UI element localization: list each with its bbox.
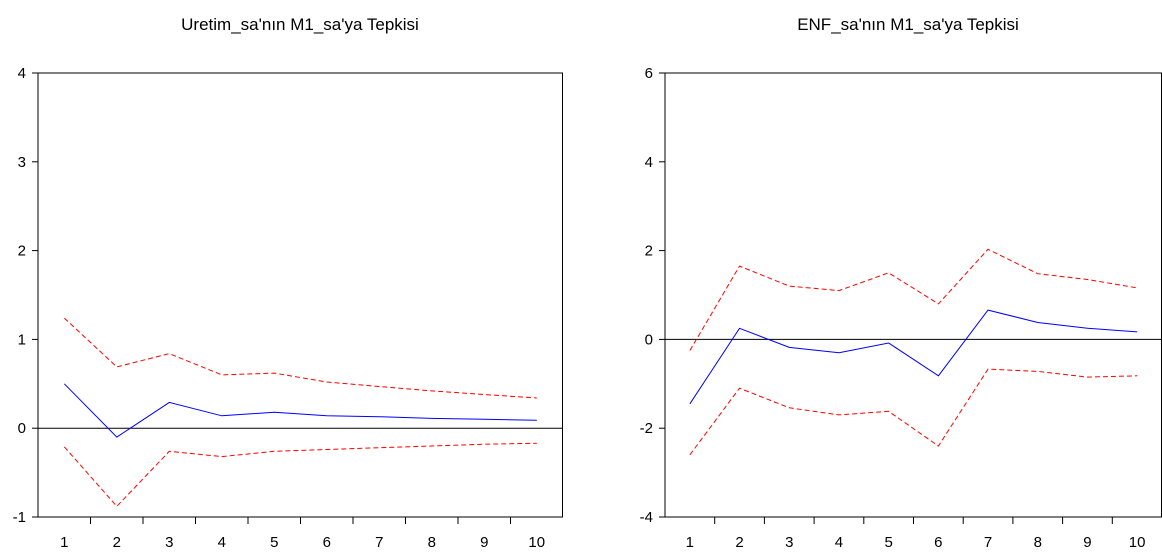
x-tick-label: 8 bbox=[1034, 534, 1042, 551]
series-line-response bbox=[63, 383, 537, 438]
y-tick-label: -2 bbox=[640, 420, 653, 437]
x-tick-label: 4 bbox=[218, 534, 226, 551]
y-tick-label: 1 bbox=[18, 331, 26, 348]
x-tick-label: 3 bbox=[785, 534, 793, 551]
x-tick-label: 8 bbox=[428, 534, 436, 551]
series-line-upper bbox=[689, 248, 1138, 351]
x-tick-label: 10 bbox=[528, 534, 545, 551]
y-tick-label: -1 bbox=[13, 509, 26, 526]
y-tick-label: 0 bbox=[645, 331, 653, 348]
chart-panel-uretim: Uretim_sa'nın M1_sa'ya Tepkisi -1 0 1 2 3 4 1 2… bbox=[13, 15, 563, 551]
y-tick-label: 3 bbox=[18, 154, 26, 171]
x-tick-label: 10 bbox=[1129, 534, 1146, 551]
y-tick-label: -4 bbox=[640, 509, 653, 526]
x-tick-label: 5 bbox=[884, 534, 892, 551]
y-tick-label: 2 bbox=[645, 243, 653, 260]
x-tick-label: 4 bbox=[835, 534, 843, 551]
y-tick-label: 0 bbox=[18, 420, 26, 437]
series-line-lower bbox=[689, 368, 1138, 456]
x-tick-label: 1 bbox=[60, 534, 68, 551]
x-tick-label: 1 bbox=[686, 534, 694, 551]
x-tick-label: 9 bbox=[480, 534, 488, 551]
x-tick-label: 2 bbox=[735, 534, 743, 551]
x-tick-label: 6 bbox=[934, 534, 942, 551]
series-line-upper bbox=[63, 317, 537, 399]
chart-title: Uretim_sa'nın M1_sa'ya Tepkisi bbox=[181, 15, 419, 34]
series-line-response bbox=[689, 309, 1138, 405]
y-tick-label: 2 bbox=[18, 243, 26, 260]
chart-panel-enf: ENF_sa'nın M1_sa'ya Tepkisi -4 -2 0 2 4 6 1 2 3 4… bbox=[640, 15, 1162, 551]
y-tick-label: 6 bbox=[645, 65, 653, 82]
plot-frame bbox=[37, 72, 563, 518]
y-tick-label: 4 bbox=[645, 154, 653, 171]
x-tick-label: 2 bbox=[113, 534, 121, 551]
x-tick-label: 7 bbox=[984, 534, 992, 551]
series-line-lower bbox=[63, 442, 537, 508]
x-tick-label: 3 bbox=[165, 534, 173, 551]
x-tick-label: 7 bbox=[375, 534, 383, 551]
x-tick-label: 5 bbox=[270, 534, 278, 551]
x-tick-label: 9 bbox=[1083, 534, 1091, 551]
x-tick-label: 6 bbox=[323, 534, 331, 551]
y-tick-label: 4 bbox=[18, 65, 26, 82]
plot-frame bbox=[664, 72, 1162, 518]
chart-title: ENF_sa'nın M1_sa'ya Tepkisi bbox=[797, 15, 1019, 34]
